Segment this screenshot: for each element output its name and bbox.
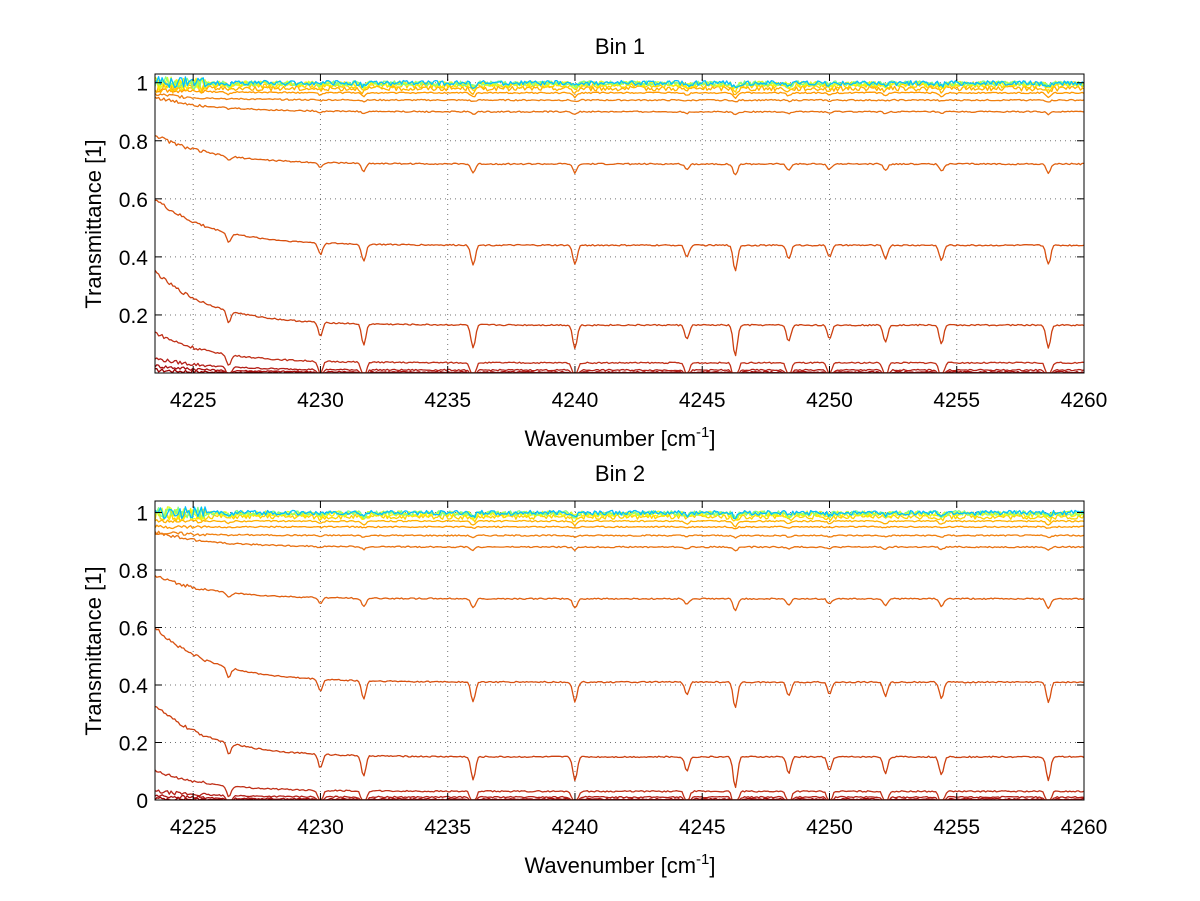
series-line — [155, 269, 1084, 357]
y-tick-label: 0.8 — [119, 131, 148, 154]
x-tick-label: 4250 — [806, 816, 853, 839]
series-line — [155, 76, 1084, 90]
y-tick-label: 0.2 — [119, 733, 148, 756]
x-tick-label: 4235 — [424, 816, 471, 839]
y-axis-ticks: 0 0.2 0.4 0.6 0.8 1 — [119, 503, 1084, 813]
x-axis-label: Wavenumber [cm-1] — [524, 424, 715, 451]
x-axis-ticks: 4225 4230 4235 4240 4245 4250 4255 4260 — [170, 74, 1108, 412]
series-line — [155, 357, 1084, 373]
series-line — [155, 627, 1084, 709]
x-tick-label: 4250 — [806, 389, 853, 412]
series-group — [155, 506, 1084, 800]
y-tick-label: 0.4 — [119, 675, 149, 698]
x-tick-label: 4240 — [552, 389, 599, 412]
x-axis-label-text: Wavenumber [cm — [524, 853, 696, 878]
series-line — [155, 506, 1084, 520]
x-tick-label: 4230 — [297, 389, 344, 412]
series-line — [155, 789, 1084, 800]
x-tick-label: 4260 — [1061, 816, 1108, 839]
y-tick-label: 1 — [136, 503, 148, 526]
x-tick-label: 4245 — [679, 816, 726, 839]
chart-panel-bin-1: Bin 1 4225 4230 4235 4240 4245 4250 4255 4260 0… — [81, 34, 1107, 451]
chart-title: Bin 1 — [595, 34, 645, 59]
series-line — [155, 769, 1084, 800]
series-line — [155, 530, 1084, 539]
series-line — [155, 76, 1084, 90]
x-tick-label: 4225 — [170, 816, 217, 839]
x-axis-label-superscript: -1 — [696, 851, 709, 868]
x-tick-label: 4255 — [933, 389, 980, 412]
x-axis-label-superscript: -1 — [696, 424, 709, 441]
x-axis-label: Wavenumber [cm-1] — [524, 851, 715, 878]
y-axis-label: Transmittance [1] — [81, 566, 106, 735]
x-tick-label: 4225 — [170, 389, 217, 412]
y-tick-label: 0.6 — [119, 618, 148, 641]
chart-title: Bin 2 — [595, 461, 645, 486]
series-line — [155, 199, 1084, 272]
series-line — [155, 364, 1084, 373]
y-tick-label: 0.4 — [119, 247, 149, 270]
x-axis-label-end: ] — [709, 853, 715, 878]
y-tick-label: 0.2 — [119, 305, 148, 328]
plot-frame — [154, 500, 1085, 801]
series-line — [155, 705, 1084, 789]
x-tick-label: 4245 — [679, 389, 726, 412]
x-axis-label-text: Wavenumber [cm — [524, 426, 696, 451]
y-tick-label: 1 — [136, 73, 148, 96]
series-line — [155, 524, 1084, 530]
y-tick-label: 0 — [136, 790, 148, 813]
series-line — [155, 575, 1084, 612]
series-line — [155, 134, 1084, 176]
plot-frame — [154, 73, 1085, 374]
x-tick-label: 4260 — [1061, 389, 1108, 412]
y-tick-label: 0.6 — [119, 189, 148, 212]
x-tick-label: 4255 — [933, 816, 980, 839]
series-line — [155, 509, 1084, 523]
y-tick-label: 0.8 — [119, 560, 148, 583]
series-line — [155, 519, 1084, 528]
x-tick-label: 4230 — [297, 816, 344, 839]
series-line — [155, 92, 1084, 103]
series-line — [155, 531, 1084, 552]
y-axis-label: Transmittance [1] — [81, 139, 106, 308]
series-line — [155, 506, 1084, 520]
series-line — [155, 88, 1084, 100]
x-tick-label: 4240 — [552, 816, 599, 839]
series-line — [155, 96, 1084, 116]
x-axis-label-end: ] — [709, 426, 715, 451]
y-axis-ticks: 0.2 0.4 0.6 0.8 1 — [119, 73, 1084, 328]
series-line — [155, 331, 1084, 373]
chart-panel-bin-2: Bin 2 4225 4230 4235 4240 4245 4250 4255 4260 0… — [81, 461, 1107, 878]
x-tick-label: 4235 — [424, 389, 471, 412]
x-axis-ticks: 4225 4230 4235 4240 4245 4250 4255 4260 — [170, 501, 1108, 839]
